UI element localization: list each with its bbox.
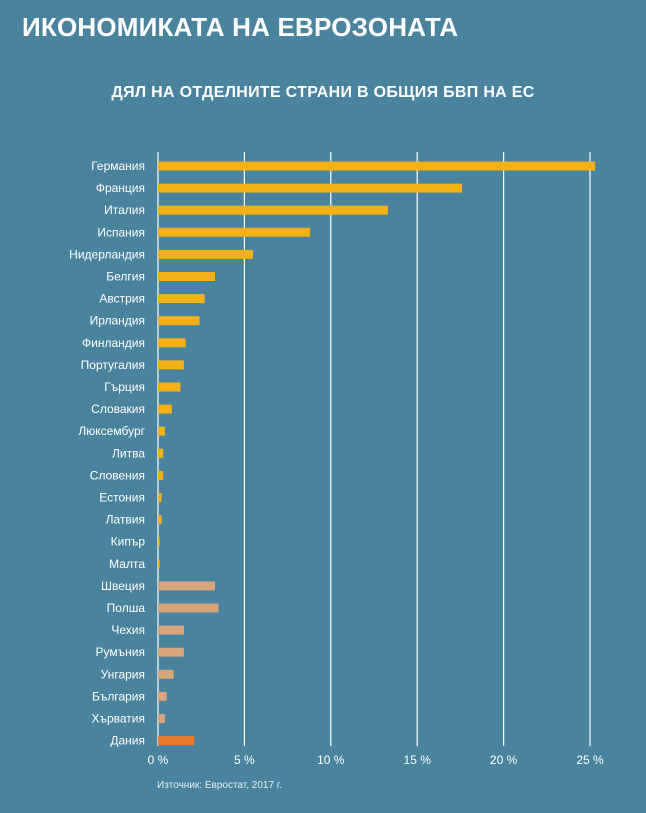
category-label: Финландия <box>82 336 145 350</box>
category-label: Литва <box>112 446 145 460</box>
bar <box>158 691 167 701</box>
bar <box>158 714 165 723</box>
bar <box>158 493 162 502</box>
category-label: Дания <box>110 734 145 748</box>
category-label: Хърватия <box>91 712 145 726</box>
category-label: Италия <box>104 203 145 217</box>
category-label: Естония <box>99 491 145 505</box>
bar <box>158 294 205 304</box>
category-label: Франция <box>96 181 145 195</box>
category-label: Испания <box>97 225 145 239</box>
category-label: Словакия <box>91 402 145 416</box>
bar <box>158 338 186 348</box>
bar <box>158 382 181 392</box>
bar <box>158 515 162 525</box>
category-label: Унгария <box>101 667 145 681</box>
x-tick-label: 0 % <box>148 753 169 767</box>
bar <box>158 736 195 746</box>
category-label: Португалия <box>81 358 145 372</box>
bar <box>158 161 596 171</box>
category-label: Полша <box>107 601 146 615</box>
source-note: Източник: Евростат, 2017 г. <box>157 780 283 791</box>
category-label: България <box>92 689 145 703</box>
bar <box>158 426 165 436</box>
bar <box>158 404 172 414</box>
category-label: Люксембург <box>78 424 145 438</box>
x-tick-label: 25 % <box>576 753 604 767</box>
x-tick-label: 20 % <box>490 753 518 767</box>
category-label: Австрия <box>99 292 145 306</box>
category-labels: Германия Франция Италия Испания Нидерландия Б… <box>69 159 145 748</box>
bar <box>158 603 219 613</box>
bar <box>158 183 463 193</box>
grid-lines <box>157 152 591 746</box>
bar <box>158 360 184 370</box>
bar <box>158 581 216 591</box>
bar <box>158 316 200 326</box>
bar <box>158 647 184 657</box>
category-label: Румъния <box>96 645 145 659</box>
bar <box>158 272 216 281</box>
page-title: ИКОНОМИКАТА НА ЕВРОЗОНАТА <box>22 12 459 42</box>
category-label: Нидерландия <box>69 247 145 261</box>
bar <box>158 625 184 635</box>
category-label: Швеция <box>101 579 145 593</box>
bar <box>158 470 164 480</box>
category-label: Гърция <box>104 380 145 394</box>
bar <box>158 227 311 237</box>
bar <box>158 249 254 259</box>
category-label: Малта <box>109 557 145 571</box>
bar <box>158 559 160 569</box>
chart-title: ДЯЛ НА ОТДЕЛНИТЕ СТРАНИ В ОБЩИЯ БВП НА Е… <box>111 84 535 101</box>
category-label: Кипър <box>111 535 146 549</box>
category-label: Словения <box>90 468 145 482</box>
x-tick-label: 10 % <box>317 753 345 767</box>
bar <box>158 448 164 458</box>
bar <box>158 205 388 215</box>
bars <box>158 161 596 746</box>
category-label: Чехия <box>111 623 145 637</box>
bar <box>158 669 174 679</box>
x-tick-label: 15 % <box>404 753 432 767</box>
category-label: Латвия <box>106 513 145 527</box>
bar <box>158 537 160 547</box>
x-tick-labels: 0 % 5 % 10 % 15 % 20 % 25 % <box>148 753 604 767</box>
category-label: Белгия <box>106 270 145 284</box>
category-label: Германия <box>91 159 145 173</box>
x-tick-label: 5 % <box>234 753 255 767</box>
category-label: Ирландия <box>90 314 145 328</box>
